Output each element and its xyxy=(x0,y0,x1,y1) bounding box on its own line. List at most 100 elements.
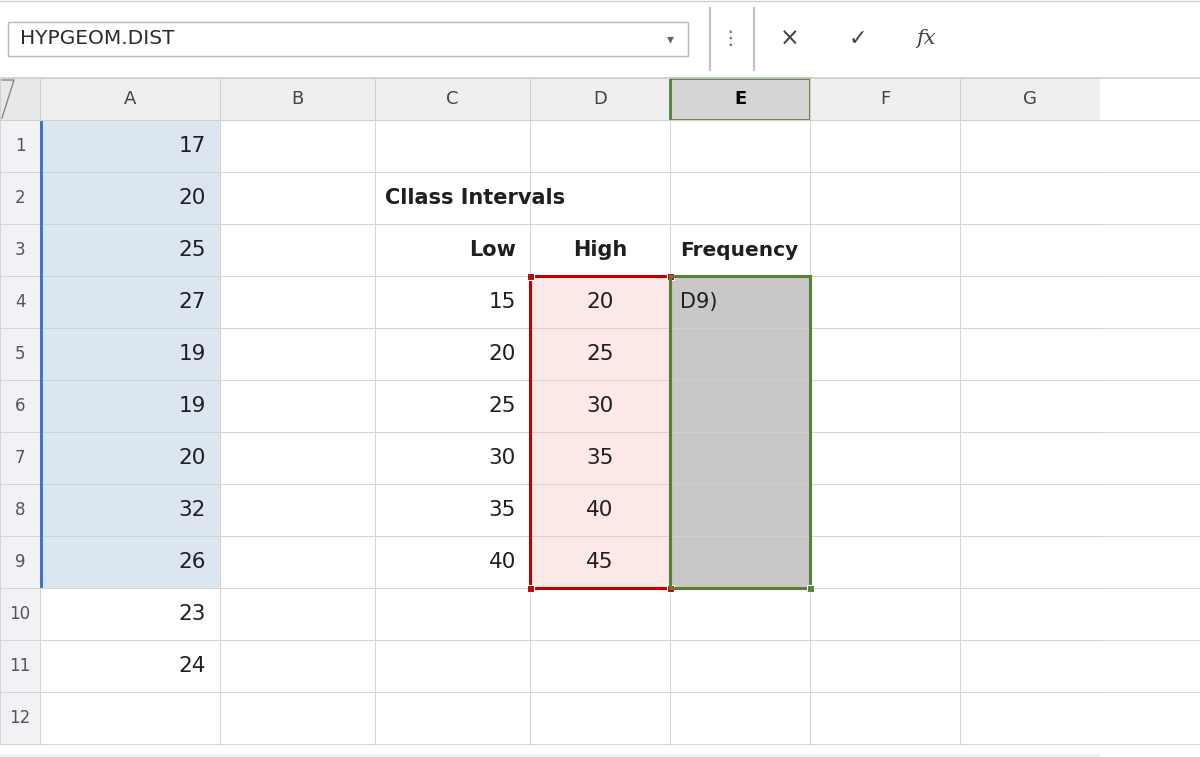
Bar xyxy=(670,484,810,536)
Bar xyxy=(530,432,670,484)
Bar xyxy=(220,588,374,640)
Bar xyxy=(220,78,374,120)
Bar xyxy=(960,484,1100,536)
Bar xyxy=(374,120,530,172)
Bar xyxy=(670,78,810,120)
Bar xyxy=(220,328,374,380)
Bar xyxy=(810,640,960,692)
Bar xyxy=(806,584,814,591)
Text: 35: 35 xyxy=(587,448,613,468)
Bar xyxy=(810,588,960,640)
Bar xyxy=(810,380,960,432)
Bar xyxy=(40,120,43,588)
Bar xyxy=(670,380,810,432)
Bar xyxy=(374,640,530,692)
Text: 40: 40 xyxy=(488,552,516,572)
Text: 30: 30 xyxy=(488,448,516,468)
Bar xyxy=(40,536,220,588)
Bar xyxy=(530,120,670,172)
Bar xyxy=(40,640,220,692)
Bar xyxy=(810,328,960,380)
Bar xyxy=(40,588,220,640)
Bar xyxy=(670,536,810,588)
Bar xyxy=(0,328,40,380)
Text: Low: Low xyxy=(469,240,516,260)
Bar xyxy=(530,78,670,120)
Bar xyxy=(530,328,670,380)
Bar xyxy=(40,78,220,120)
Text: 25: 25 xyxy=(587,344,613,364)
Bar xyxy=(960,536,1100,588)
Text: 12: 12 xyxy=(10,709,31,727)
Bar xyxy=(40,692,220,744)
Text: 5: 5 xyxy=(14,345,25,363)
Bar xyxy=(220,536,374,588)
Bar xyxy=(960,276,1100,328)
Bar xyxy=(530,588,670,640)
Bar xyxy=(0,172,40,224)
Bar xyxy=(666,584,673,591)
Bar xyxy=(670,692,810,744)
Text: 45: 45 xyxy=(587,552,613,572)
Bar xyxy=(810,484,960,536)
Bar xyxy=(530,172,670,224)
Bar xyxy=(530,484,670,536)
Bar xyxy=(530,692,670,744)
Bar xyxy=(374,536,530,588)
Text: Cllass Intervals: Cllass Intervals xyxy=(385,188,565,208)
Text: 20: 20 xyxy=(488,344,516,364)
Bar xyxy=(0,0,1200,78)
Bar xyxy=(374,432,530,484)
Bar xyxy=(810,432,960,484)
Text: ✓: ✓ xyxy=(848,29,868,49)
Bar xyxy=(40,120,220,172)
Text: E: E xyxy=(734,90,746,108)
Bar xyxy=(810,120,960,172)
Bar xyxy=(670,328,810,380)
Text: 25: 25 xyxy=(179,240,206,260)
Bar xyxy=(810,536,960,588)
Bar xyxy=(670,224,810,276)
Text: 40: 40 xyxy=(587,500,613,520)
Text: 25: 25 xyxy=(488,396,516,416)
Bar xyxy=(40,484,220,536)
Bar xyxy=(0,276,40,328)
Text: 24: 24 xyxy=(179,656,206,676)
Text: 30: 30 xyxy=(587,396,613,416)
Bar xyxy=(220,120,374,172)
Bar xyxy=(960,328,1100,380)
Bar xyxy=(530,276,670,328)
Bar xyxy=(374,224,530,276)
Bar xyxy=(220,432,374,484)
Text: fx: fx xyxy=(917,30,936,48)
Bar xyxy=(530,380,670,432)
Bar xyxy=(960,640,1100,692)
Bar xyxy=(530,640,670,692)
Bar xyxy=(374,484,530,536)
Bar xyxy=(960,380,1100,432)
Text: 32: 32 xyxy=(179,500,206,520)
Bar xyxy=(1100,78,1200,757)
Bar xyxy=(960,588,1100,640)
Bar xyxy=(0,224,40,276)
Bar xyxy=(670,276,810,328)
Bar xyxy=(960,692,1100,744)
Bar xyxy=(670,276,810,588)
Text: 20: 20 xyxy=(587,292,613,312)
Text: 19: 19 xyxy=(179,344,206,364)
Bar xyxy=(0,536,40,588)
Bar xyxy=(530,224,670,276)
Bar xyxy=(374,172,530,224)
Bar xyxy=(220,224,374,276)
Bar xyxy=(0,588,40,640)
Bar xyxy=(40,328,220,380)
Text: 9: 9 xyxy=(14,553,25,571)
Text: ×: × xyxy=(780,27,800,51)
Bar xyxy=(374,328,530,380)
Bar xyxy=(670,120,810,172)
Text: 2: 2 xyxy=(14,189,25,207)
Bar xyxy=(220,276,374,328)
Text: G: G xyxy=(1024,90,1037,108)
Text: 3: 3 xyxy=(14,241,25,259)
Text: 26: 26 xyxy=(179,552,206,572)
